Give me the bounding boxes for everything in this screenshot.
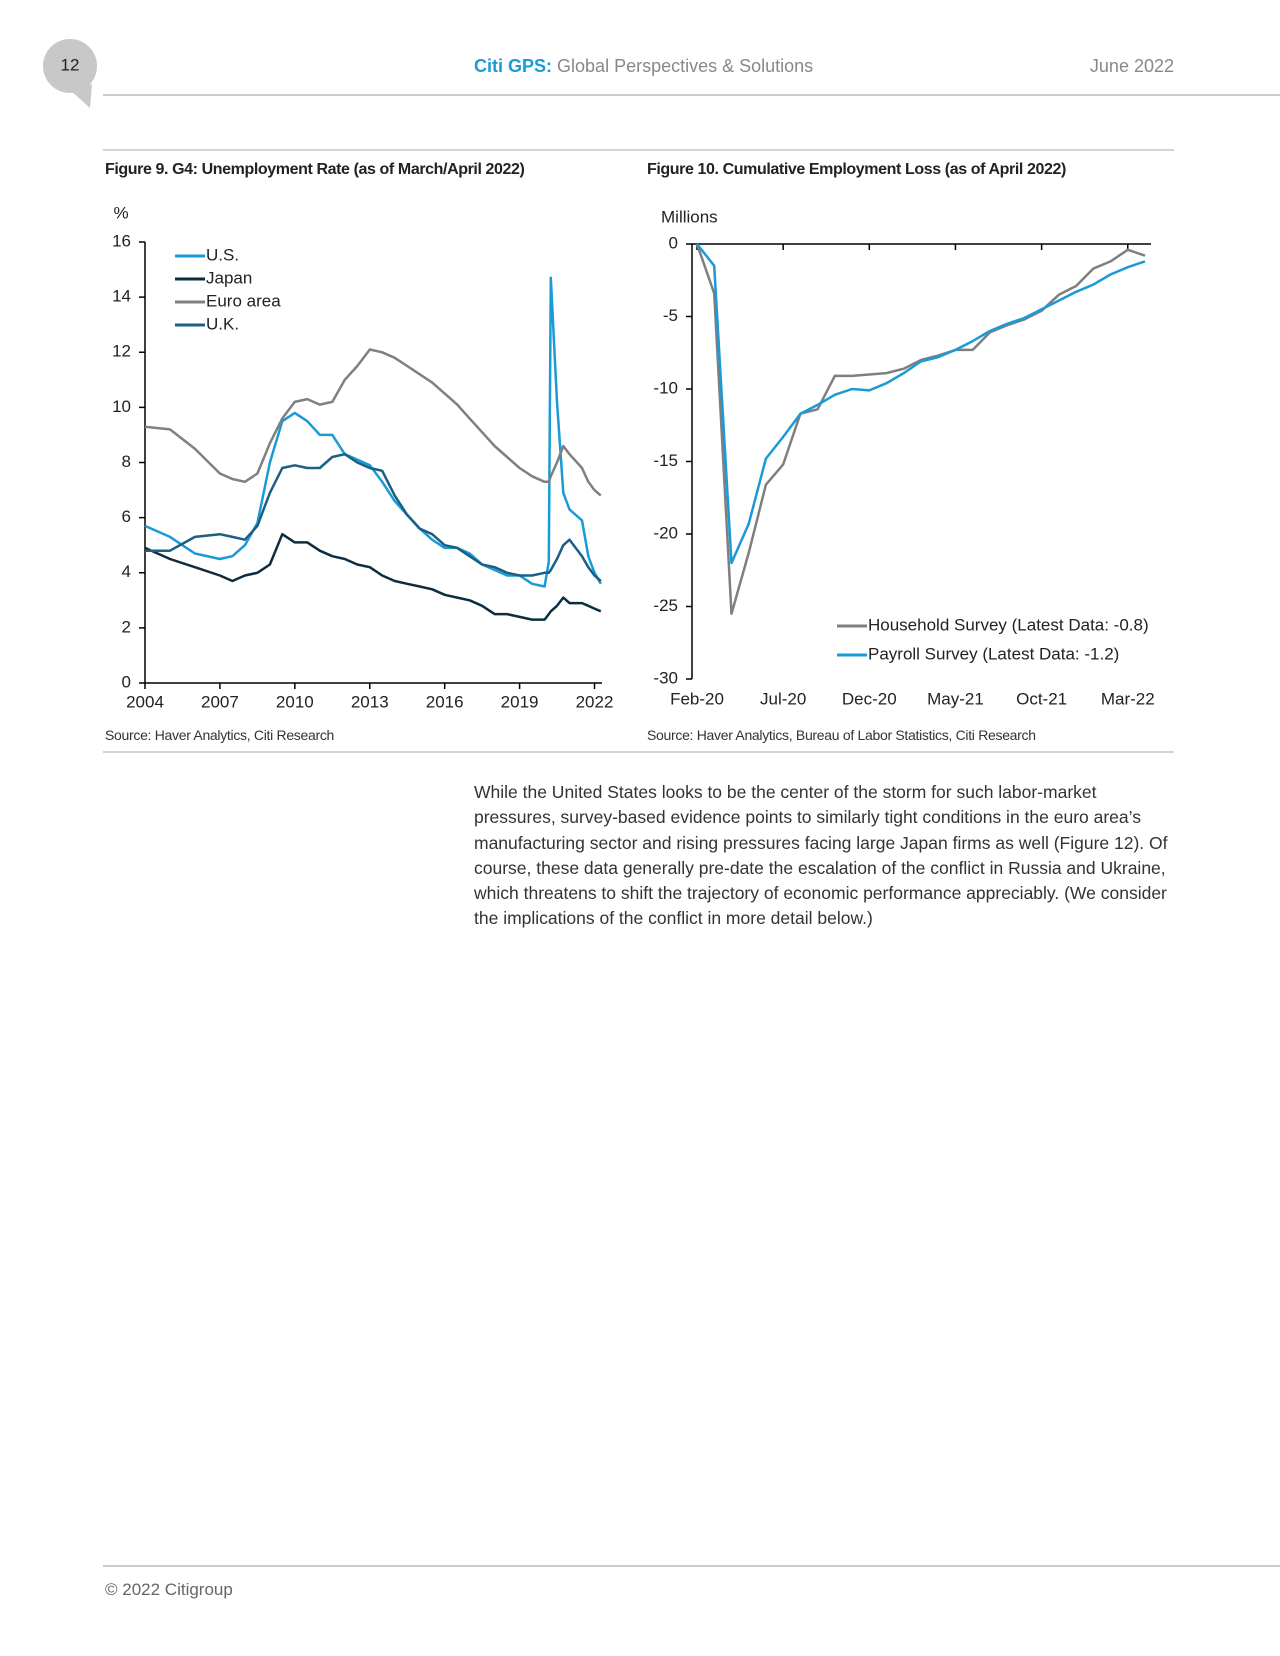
y-tick-label: -25 [653,596,678,615]
header-date: June 2022 [1089,56,1174,76]
x-tick-label: 2022 [576,692,614,711]
x-tick-label: 2013 [351,692,389,711]
y-tick-label: 12 [112,342,131,361]
x-tick-label: Jul-20 [760,689,806,708]
x-tick-label: Dec-20 [842,689,897,708]
y-tick-label: 10 [112,397,131,416]
x-tick-label: 2016 [426,692,464,711]
figure-title: Figure 9. G4: Unemployment Rate (as of M… [105,161,525,178]
y-tick-label: 14 [112,287,131,306]
publication: Global Perspectives & Solutions [557,56,814,76]
series-line [696,243,1146,565]
series-line [145,452,602,582]
y-tick-label: 0 [669,233,678,252]
y-tick-label: 16 [112,231,131,250]
legend-label: Payroll Survey (Latest Data: -1.2) [868,644,1119,663]
brand: Citi GPS: [474,56,553,76]
page-number: 12 [61,55,80,74]
x-tick-label: 2004 [126,692,164,711]
y-tick-label: 0 [122,672,131,691]
y-axis-label: Millions [661,207,718,226]
legend-label: U.K. [206,314,239,333]
y-tick-label: 6 [122,507,131,526]
legend-label: U.S. [206,245,239,264]
footer-copyright: © 2022 Citigroup [105,1580,233,1599]
page-badge-tail [70,84,92,108]
figure-source: Source: Haver Analytics, Citi Research [105,727,335,743]
x-tick-label: Feb-20 [670,689,724,708]
page-badge [43,39,97,93]
y-tick-label: -5 [663,306,678,325]
y-tick-label: 8 [122,452,131,471]
body-paragraph: While the United States looks to be the … [474,782,1168,929]
legend-label: Japan [206,268,252,287]
x-tick-label: 2010 [276,692,314,711]
y-tick-label: -10 [653,378,678,397]
x-tick-label: 2019 [501,692,539,711]
legend-label: Household Survey (Latest Data: -0.8) [868,615,1149,634]
figure-title: Figure 10. Cumulative Employment Loss (a… [647,161,1066,178]
header-brand-line: Citi GPS: Global Perspectives & Solution… [474,56,813,77]
legend-label: Euro area [206,291,281,310]
series-line [144,348,602,497]
x-tick-label: 2007 [201,692,239,711]
x-tick-label: Oct-21 [1016,689,1067,708]
y-tick-label: -20 [653,523,678,542]
y-tick-label: -15 [653,451,678,470]
series-line [695,243,1146,616]
series-line [144,532,602,621]
y-axis-label: % [113,203,128,222]
y-tick-label: -30 [653,668,678,687]
x-tick-label: May-21 [927,689,984,708]
figure-source: Source: Haver Analytics, Bureau of Labor… [647,727,1036,743]
x-tick-label: Mar-22 [1101,689,1155,708]
y-tick-label: 2 [122,617,131,636]
y-tick-label: 4 [122,562,131,581]
